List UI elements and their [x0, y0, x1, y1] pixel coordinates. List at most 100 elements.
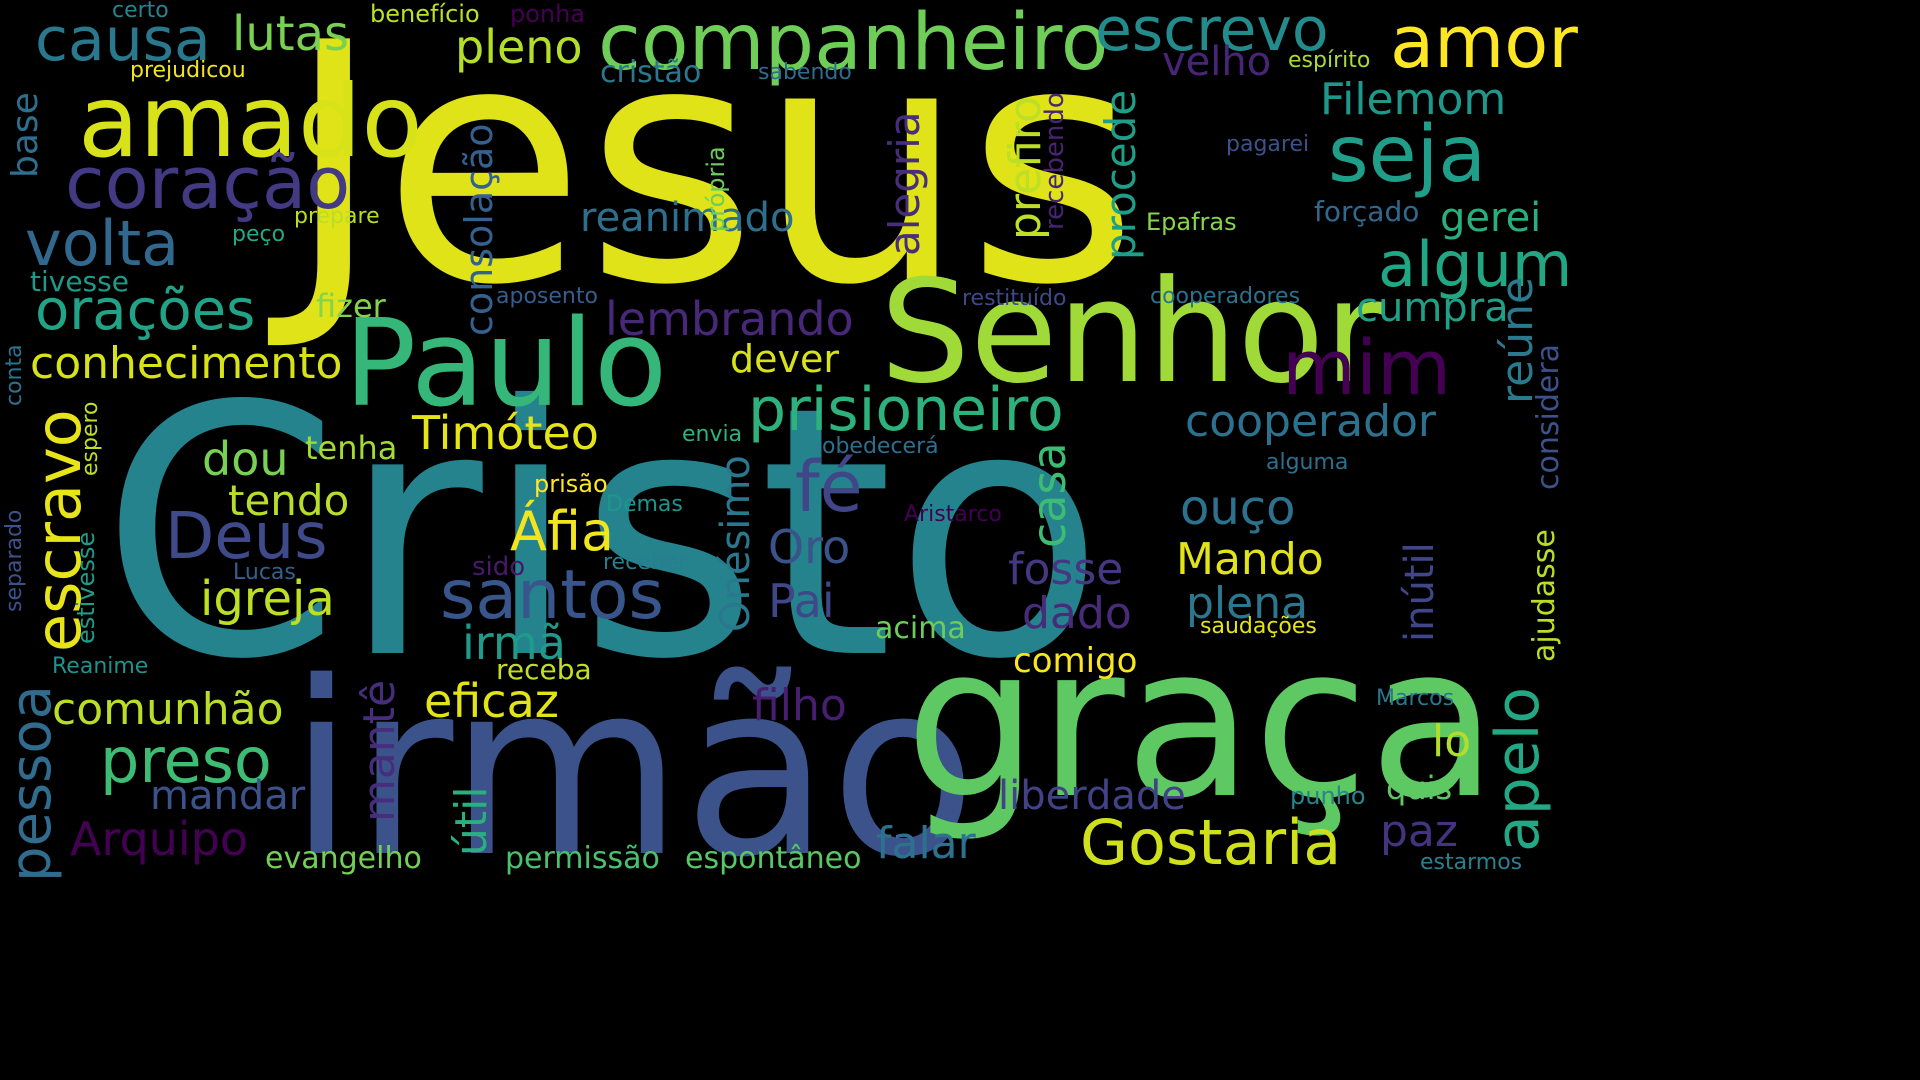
word-prejudicou: prejudicou — [130, 58, 246, 83]
word-causa: causa — [35, 5, 211, 75]
word-pleno: pleno — [455, 20, 583, 74]
word-onesimo: Onésimo — [713, 455, 759, 632]
word-alguma: alguma — [1266, 450, 1349, 475]
word-jesus: Jesus — [285, 0, 1139, 357]
word-certo: certo — [112, 0, 169, 23]
word-pessoa: pessoa — [0, 685, 64, 882]
word-demas: Demas — [606, 492, 683, 517]
word-lembrando: lembrando — [605, 292, 854, 346]
word-tenha: tenha — [305, 429, 398, 467]
word-ponha: ponha — [510, 0, 586, 28]
word-oro: Oro — [768, 520, 851, 574]
word-forcado: forçado — [1314, 195, 1420, 228]
word-lo: lo — [1432, 716, 1472, 767]
word-fizer: fizer — [316, 287, 386, 325]
word-espontaneo: espontâneo — [685, 841, 862, 876]
word-ouco: ouço — [1180, 480, 1296, 536]
word-comigo: comigo — [1013, 641, 1138, 681]
word-aristarco: Aristarco — [904, 502, 1002, 527]
word-mim: mim — [1282, 323, 1452, 412]
word-irmao: irmão — [288, 630, 977, 910]
word-fe: fé — [795, 446, 863, 528]
word-estarmos: estarmos — [1420, 850, 1523, 875]
word-mando: Mando — [1176, 534, 1324, 585]
word-procede: procede — [1096, 89, 1145, 260]
word-dado: dado — [1022, 588, 1132, 639]
word-igreja: igreja — [200, 571, 335, 627]
word-arquipo: Arquipo — [70, 812, 249, 866]
word-saudacoes: saudações — [1200, 614, 1317, 639]
word-peco: peço — [232, 222, 286, 247]
word-plena: plena — [1186, 578, 1309, 629]
word-eficaz: eficaz — [424, 674, 559, 728]
word-falar: falar — [876, 818, 976, 869]
word-velho: velho — [1162, 39, 1272, 85]
word-mandar: mandar — [150, 773, 306, 819]
word-escrevo: escrevo — [1095, 0, 1329, 65]
word-acima: acima — [875, 611, 966, 646]
word-beneficio: benefício — [370, 0, 480, 28]
word-dever: dever — [730, 337, 839, 381]
word-preso: preso — [100, 724, 272, 797]
word-cristo: Cristo — [100, 334, 1105, 735]
word-lucas: Lucas — [233, 560, 296, 585]
word-recebendo: recebendo — [1040, 92, 1070, 230]
word-espero: espero — [78, 401, 103, 476]
word-espirito: espírito — [1288, 48, 1371, 73]
word-util: útil — [446, 786, 497, 856]
word-cooperadores: cooperadores — [1150, 284, 1301, 309]
word-mante: mantê — [354, 679, 405, 822]
word-estivesse: estivesse — [72, 531, 100, 644]
word-conhecimento: conhecimento — [30, 338, 343, 389]
word-sabendo: sabendo — [758, 60, 852, 85]
word-pagarei: pagarei — [1226, 132, 1310, 157]
word-tendo: tendo — [228, 476, 350, 525]
word-apelo: apelo — [1483, 686, 1553, 852]
word-filemom: Filemom — [1320, 74, 1507, 125]
word-considera: considera — [1531, 343, 1566, 490]
word-coracao: coração — [65, 141, 351, 225]
word-prisao: prisão — [534, 470, 608, 498]
word-prisioneiro: prisioneiro — [748, 375, 1064, 445]
word-pai: Pai — [768, 574, 835, 628]
word-gerei: gerei — [1440, 195, 1542, 241]
word-irma: irmã — [462, 616, 566, 670]
word-inutil: inútil — [1397, 542, 1443, 642]
word-volta: volta — [25, 207, 180, 280]
word-epafras: Epafras — [1146, 208, 1237, 236]
word-propria: própria — [702, 146, 730, 232]
word-paz: paz — [1380, 806, 1458, 857]
word-marcos: Marcos — [1376, 686, 1455, 711]
word-cumpra: cumpra — [1356, 285, 1509, 331]
word-santos: santos — [440, 556, 664, 635]
word-dou: dou — [202, 432, 289, 486]
word-sido: sido — [472, 552, 526, 582]
word-senhor: Senhor — [880, 250, 1383, 415]
word-envia: envia — [682, 422, 743, 447]
word-casa: casa — [1022, 442, 1076, 548]
word-restituido: restituído — [962, 286, 1067, 311]
word-permissao: permissão — [505, 841, 660, 876]
word-paulo: Paulo — [344, 295, 668, 434]
word-aposento: aposento — [496, 284, 598, 309]
word-companheiro: companheiro — [598, 0, 1109, 88]
word-algum: algum — [1378, 228, 1573, 301]
word-cristao: cristão — [600, 55, 702, 90]
word-lutas: lutas — [232, 6, 349, 62]
word-gostaria: Gostaria — [1080, 806, 1342, 879]
word-oracoes: orações — [35, 278, 256, 343]
word-fosse: fosse — [1008, 544, 1124, 595]
word-receber: receber — [603, 550, 688, 575]
word-obedecera: obedecerá — [822, 434, 939, 459]
word-quis: quis — [1386, 769, 1453, 807]
word-timoteo: Timóteo — [412, 406, 599, 460]
word-ajudasse: ajudasse — [1527, 529, 1562, 662]
word-consolacao: consolação — [457, 123, 501, 336]
word-amor: amor — [1390, 0, 1578, 84]
word-deus: Deus — [165, 500, 328, 574]
word-reanime: Reanime — [52, 654, 149, 679]
word-reanimado: reanimado — [580, 195, 795, 241]
word-evangelho: evangelho — [265, 841, 422, 876]
word-punho: punho — [1290, 782, 1366, 810]
